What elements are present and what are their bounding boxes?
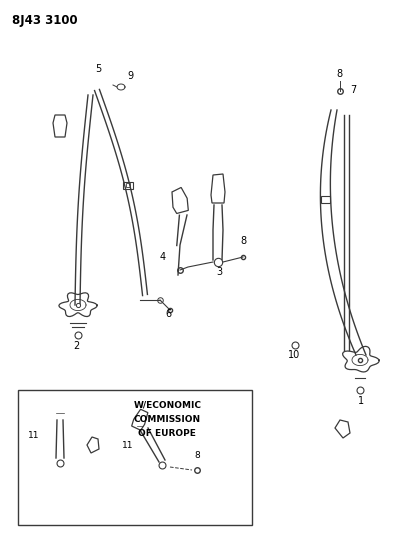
Text: 5: 5 bbox=[95, 64, 101, 74]
Text: 4: 4 bbox=[160, 252, 166, 262]
Text: OF EUROPE: OF EUROPE bbox=[138, 429, 196, 438]
Text: COMMISSION: COMMISSION bbox=[134, 415, 201, 424]
Text: 7: 7 bbox=[350, 85, 356, 95]
Text: 11: 11 bbox=[28, 431, 40, 440]
Text: 8: 8 bbox=[194, 451, 200, 460]
Text: 8: 8 bbox=[336, 69, 342, 79]
Text: 6: 6 bbox=[165, 309, 171, 319]
Bar bbox=[126, 183, 130, 187]
Text: 11: 11 bbox=[122, 441, 134, 450]
Text: 1: 1 bbox=[358, 396, 364, 406]
Text: 10: 10 bbox=[288, 350, 300, 360]
Text: 3: 3 bbox=[216, 267, 222, 277]
Bar bbox=[322, 196, 330, 203]
Text: 8: 8 bbox=[240, 236, 246, 246]
Text: W/ECONOMIC: W/ECONOMIC bbox=[133, 401, 201, 410]
Text: 8J43 3100: 8J43 3100 bbox=[12, 14, 78, 27]
Bar bbox=[122, 182, 132, 189]
Bar bbox=[18, 390, 252, 525]
Text: 9: 9 bbox=[127, 71, 133, 81]
Text: 2: 2 bbox=[73, 341, 79, 351]
